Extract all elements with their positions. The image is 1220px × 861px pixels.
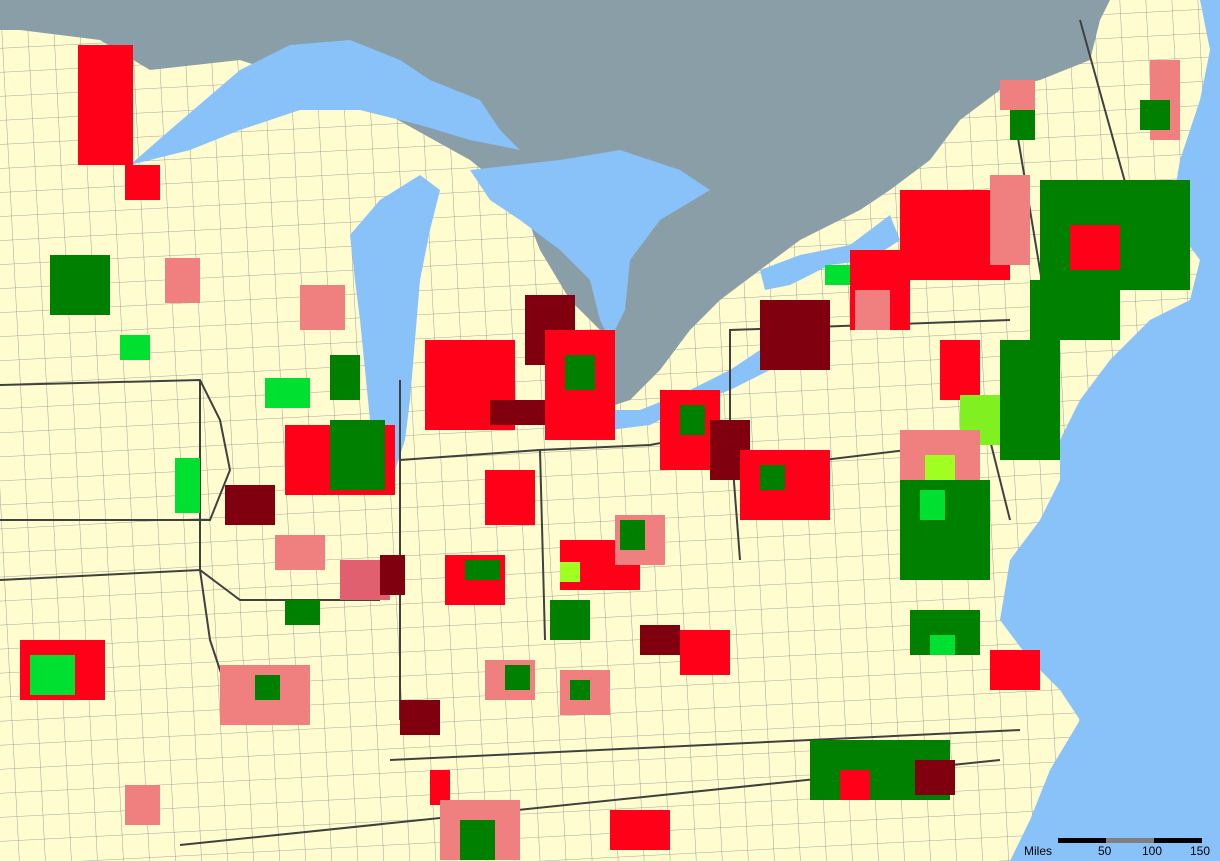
county-dark-green <box>1030 280 1120 340</box>
lake-michigan <box>350 175 440 470</box>
county-dark-red <box>760 300 830 370</box>
county-green <box>30 655 75 695</box>
county-red <box>840 770 870 800</box>
county-green <box>265 378 310 408</box>
county-dark-green <box>680 405 705 435</box>
county-red <box>78 45 133 165</box>
county-light-red <box>990 175 1030 265</box>
county-dark-green <box>550 600 590 640</box>
lake-huron <box>470 150 710 340</box>
county-dark-red <box>380 555 405 595</box>
county-red <box>485 470 535 525</box>
county-dark-green <box>255 675 280 700</box>
county-dark-red <box>490 400 550 425</box>
county-dark-red <box>640 625 680 655</box>
lake-erie <box>600 345 780 430</box>
county-dark-green <box>565 355 595 390</box>
lake-superior <box>130 40 520 165</box>
county-red <box>125 165 160 200</box>
county-values <box>20 45 1190 860</box>
county-red <box>680 630 730 675</box>
scale-bar <box>1058 838 1202 843</box>
county-dark-green <box>460 820 495 860</box>
county-red <box>940 340 980 400</box>
county-green <box>175 458 200 513</box>
scale-tick-label: 50 <box>1098 844 1112 858</box>
county-dark-green <box>505 665 530 690</box>
county-red <box>610 810 670 850</box>
county-dark-green <box>330 420 385 490</box>
county-dark-green <box>570 680 590 700</box>
county-red <box>990 650 1040 690</box>
county-dark-green <box>1000 340 1060 460</box>
atlantic-ocean <box>1000 0 1220 861</box>
county-light-red <box>275 535 325 570</box>
county-yellow-green <box>925 455 955 480</box>
county-dark-green <box>620 520 645 550</box>
scale-unit-label: Miles <box>1024 844 1053 858</box>
county-dark-green <box>465 560 500 580</box>
county-yellow-green <box>560 562 580 582</box>
county-light-red <box>125 785 160 825</box>
county-green <box>930 635 955 655</box>
lake-ontario <box>760 215 900 290</box>
county-dark-green <box>285 600 320 625</box>
county-dark-red <box>400 700 440 735</box>
scale-tick-label: 150 <box>1190 844 1211 858</box>
county-light-red <box>165 258 200 303</box>
county-red <box>430 770 450 805</box>
scale-tick-label: 100 <box>1142 844 1163 858</box>
county-light-red <box>855 290 890 330</box>
county-green <box>120 335 150 360</box>
county-red <box>1070 225 1120 270</box>
county-dark-red <box>915 760 955 795</box>
county-light-red <box>300 285 345 330</box>
county-green <box>825 265 855 285</box>
county-light-red <box>1000 80 1035 110</box>
county-dark-green <box>330 355 360 400</box>
county-green <box>920 490 945 520</box>
county-dark-green <box>50 255 110 315</box>
county-dark-green <box>1140 100 1170 130</box>
county-dark-green <box>1010 110 1035 140</box>
county-dark-red <box>225 485 275 525</box>
county-dark-green <box>760 465 785 490</box>
